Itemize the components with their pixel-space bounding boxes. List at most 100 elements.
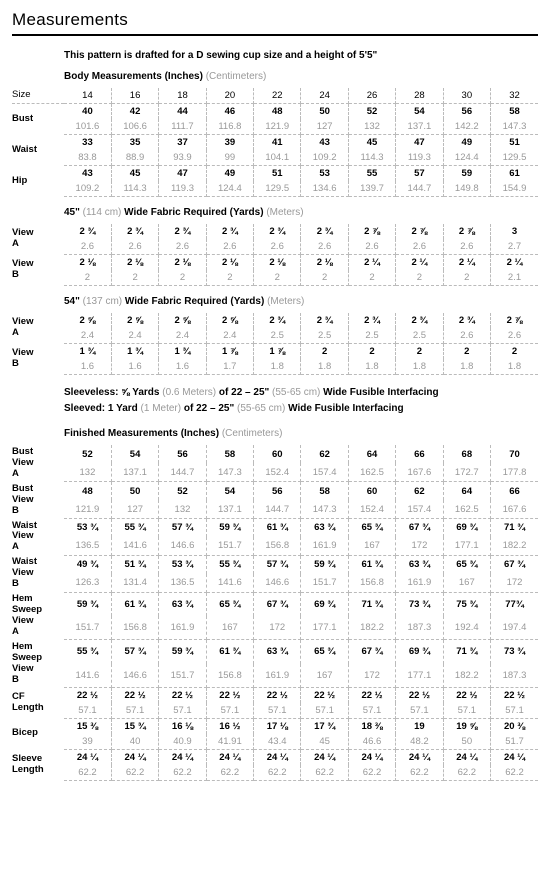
value-cell: 59 ¾ bbox=[301, 555, 348, 573]
value-cell-cm: 162.5 bbox=[348, 463, 395, 482]
value-cell-cm: 83.8 bbox=[64, 150, 111, 166]
size-cell: 32 bbox=[491, 88, 538, 104]
value-cell: 55 bbox=[348, 166, 395, 182]
value-cell: 65 ¾ bbox=[443, 555, 490, 573]
value-cell: 56 bbox=[159, 445, 206, 463]
interfacing-notes: Sleeveless: ⅝ Yards (0.6 Meters) of 22 –… bbox=[64, 385, 538, 416]
value-cell: 2 bbox=[443, 344, 490, 360]
value-cell: 46 bbox=[206, 104, 253, 120]
value-cell-cm: 144.7 bbox=[254, 500, 301, 518]
value-cell: 2 ⅞ bbox=[491, 313, 538, 328]
value-cell-cm: 62.2 bbox=[64, 765, 111, 781]
value-cell-cm: 2 bbox=[443, 270, 490, 286]
value-cell-cm: 101.6 bbox=[64, 119, 111, 135]
value-cell-cm: 167 bbox=[348, 537, 395, 555]
value-cell-cm: 132 bbox=[159, 500, 206, 518]
value-cell: 2 ⅛ bbox=[206, 255, 253, 271]
row-label: Waist bbox=[12, 135, 64, 166]
value-cell: 52 bbox=[159, 482, 206, 500]
value-cell-cm: 177.1 bbox=[396, 664, 443, 688]
value-cell-cm: 40.9 bbox=[159, 734, 206, 750]
value-cell-cm: 2.6 bbox=[64, 239, 111, 255]
value-cell: 2 ¾ bbox=[254, 224, 301, 239]
value-cell: 24 ¼ bbox=[64, 749, 111, 765]
row-label: ViewB bbox=[12, 344, 64, 375]
value-cell: 2 ¾ bbox=[301, 313, 348, 328]
value-cell: 2 bbox=[396, 344, 443, 360]
value-cell: 50 bbox=[301, 104, 348, 120]
size-cell: 24 bbox=[301, 88, 348, 104]
value-cell: 55 ¾ bbox=[111, 519, 158, 537]
measurement-table: ViewA2 ⅝2 ⅝2 ⅝2 ⅝2 ¾2 ¾2 ¾2 ¾2 ¾2 ⅞2.42.… bbox=[12, 313, 538, 375]
value-cell: 49 bbox=[443, 135, 490, 151]
value-cell-cm: 57.1 bbox=[443, 703, 490, 719]
value-cell-cm: 129.5 bbox=[491, 150, 538, 166]
value-cell: 69 ¾ bbox=[396, 640, 443, 664]
value-cell-cm: 157.4 bbox=[396, 500, 443, 518]
value-cell-cm: 62.2 bbox=[301, 765, 348, 781]
value-cell-cm: 149.8 bbox=[443, 181, 490, 197]
value-cell: 70 bbox=[491, 445, 538, 463]
value-cell: 48 bbox=[64, 482, 111, 500]
value-cell: 60 bbox=[348, 482, 395, 500]
value-cell-cm: 2.1 bbox=[491, 270, 538, 286]
value-cell: 50 bbox=[111, 482, 158, 500]
value-cell: 71 ¾ bbox=[443, 640, 490, 664]
value-cell: 19 ⅝ bbox=[443, 718, 490, 734]
value-cell-cm: 119.3 bbox=[159, 181, 206, 197]
value-cell: 17 ¾ bbox=[301, 718, 348, 734]
value-cell: 35 bbox=[111, 135, 158, 151]
value-cell-cm: 48.2 bbox=[396, 734, 443, 750]
value-cell: 59 ¾ bbox=[64, 592, 111, 616]
value-cell: 2 ⅛ bbox=[301, 255, 348, 271]
value-cell-cm: 2 bbox=[254, 270, 301, 286]
value-cell: 57 ¾ bbox=[254, 555, 301, 573]
row-label: ViewA bbox=[12, 224, 64, 255]
value-cell-cm: 111.7 bbox=[159, 119, 206, 135]
value-cell-cm: 172 bbox=[491, 574, 538, 592]
value-cell: 33 bbox=[64, 135, 111, 151]
value-cell-cm: 156.8 bbox=[206, 664, 253, 688]
value-cell: 2 ¾ bbox=[159, 224, 206, 239]
value-cell: 41 bbox=[254, 135, 301, 151]
value-cell-cm: 151.7 bbox=[206, 537, 253, 555]
value-cell-cm: 62.2 bbox=[206, 765, 253, 781]
size-cell: 20 bbox=[206, 88, 253, 104]
value-cell: 22 ½ bbox=[348, 687, 395, 703]
value-cell-cm: 172.7 bbox=[443, 463, 490, 482]
value-cell: 61 ¾ bbox=[254, 519, 301, 537]
value-cell-cm: 2 bbox=[348, 270, 395, 286]
value-cell-cm: 167 bbox=[443, 574, 490, 592]
value-cell-cm: 147.3 bbox=[301, 500, 348, 518]
value-cell: 58 bbox=[206, 445, 253, 463]
value-cell-cm: 141.6 bbox=[111, 537, 158, 555]
value-cell: 56 bbox=[254, 482, 301, 500]
value-cell: 22 ½ bbox=[206, 687, 253, 703]
value-cell-cm: 152.4 bbox=[348, 500, 395, 518]
value-cell-cm: 2.5 bbox=[396, 328, 443, 344]
value-cell: 2 ¾ bbox=[348, 313, 395, 328]
value-cell: 24 ¼ bbox=[348, 749, 395, 765]
size-cell: 28 bbox=[396, 88, 443, 104]
value-cell: 53 ¾ bbox=[159, 555, 206, 573]
value-cell: 2 ¾ bbox=[396, 313, 443, 328]
value-cell: 3 bbox=[491, 224, 538, 239]
value-cell-cm: 2.7 bbox=[491, 239, 538, 255]
value-cell-cm: 1.8 bbox=[491, 359, 538, 375]
value-cell-cm: 41.91 bbox=[206, 734, 253, 750]
value-cell: 64 bbox=[443, 482, 490, 500]
value-cell: 65 ¾ bbox=[301, 640, 348, 664]
value-cell: 67 ¾ bbox=[396, 519, 443, 537]
row-label: WaistViewA bbox=[12, 519, 64, 556]
value-cell: 2 ⅛ bbox=[111, 255, 158, 271]
value-cell-cm: 2.4 bbox=[111, 328, 158, 344]
value-cell: 59 bbox=[443, 166, 490, 182]
value-cell: 2 ⅛ bbox=[254, 255, 301, 271]
value-cell-cm: 192.4 bbox=[443, 616, 490, 640]
value-cell-cm: 144.7 bbox=[159, 463, 206, 482]
value-cell: 17 ⅛ bbox=[254, 718, 301, 734]
value-cell-cm: 187.3 bbox=[396, 616, 443, 640]
value-cell: 67 ¾ bbox=[348, 640, 395, 664]
value-cell: 37 bbox=[159, 135, 206, 151]
value-cell: 24 ¼ bbox=[491, 749, 538, 765]
